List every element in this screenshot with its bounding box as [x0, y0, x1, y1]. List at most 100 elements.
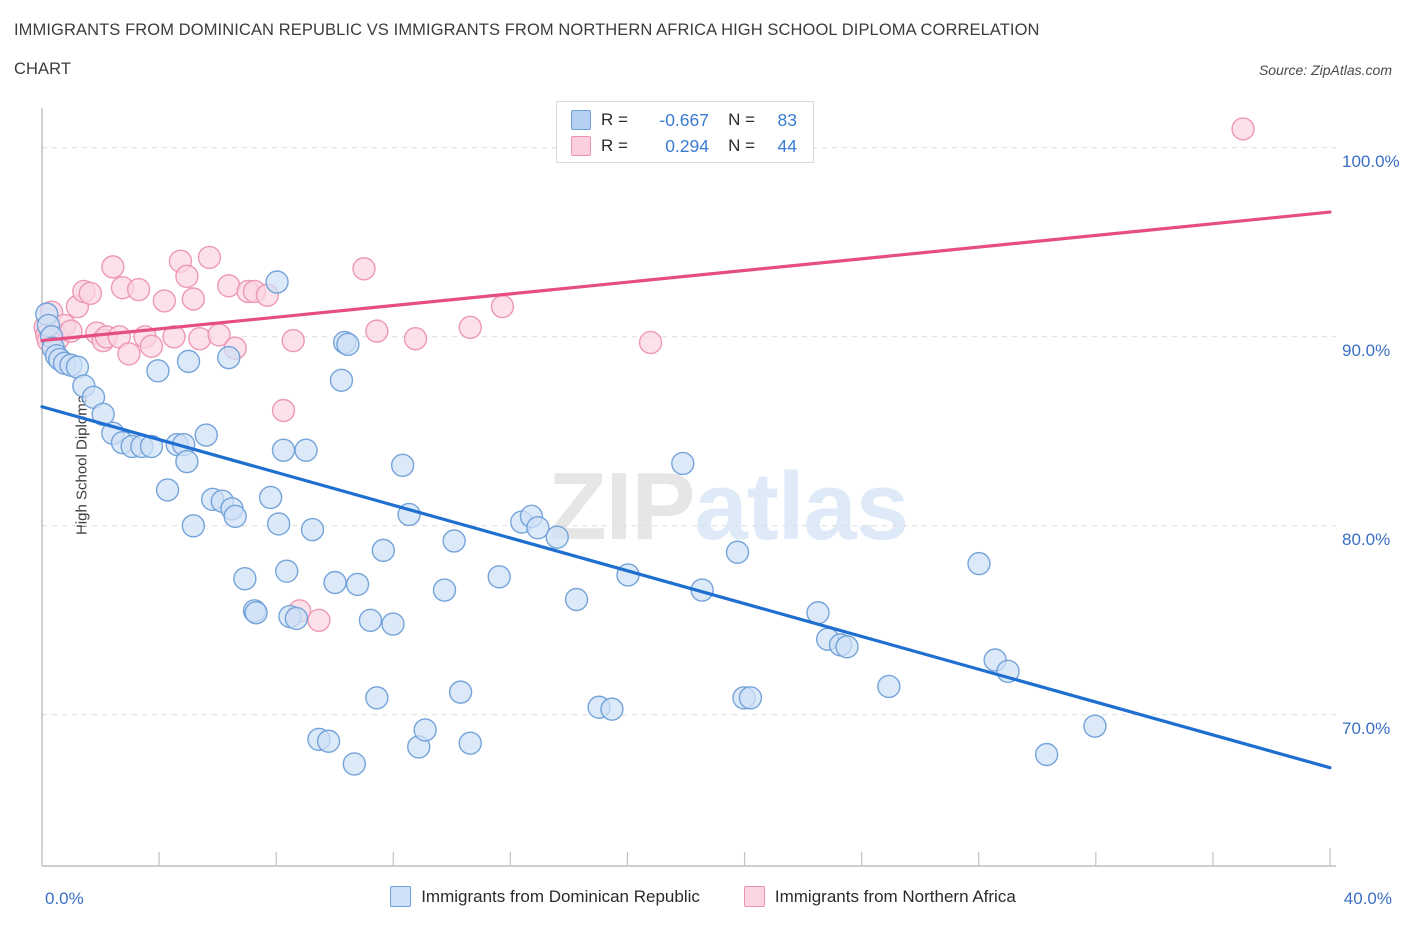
data-point[interactable] — [526, 515, 550, 540]
data-point[interactable] — [271, 438, 296, 462]
data-point[interactable] — [600, 697, 624, 721]
data-point[interactable] — [146, 359, 170, 383]
stats-r-value-2: 0.294 — [665, 135, 709, 156]
data-point[interactable] — [316, 729, 341, 753]
data-point[interactable] — [390, 453, 415, 478]
data-point[interactable] — [381, 612, 405, 636]
stats-n-value-2: 44 — [777, 135, 797, 156]
data-point[interactable] — [271, 398, 296, 423]
data-point[interactable] — [1231, 117, 1255, 141]
data-point[interactable] — [371, 538, 396, 563]
correlation-stats-box: R = -0.667 N = 83 R = 0.294 N = 44 — [556, 101, 814, 163]
stats-row-northern-africa: R = 0.294 N = 44 — [571, 133, 797, 159]
data-point[interactable] — [181, 514, 206, 538]
data-point[interactable] — [545, 525, 569, 549]
data-point[interactable] — [835, 635, 859, 659]
source-attribution: Source: ZipAtlas.com — [1258, 62, 1392, 78]
data-point[interactable] — [176, 349, 201, 374]
data-point[interactable] — [345, 572, 370, 597]
stats-r-value-1: -0.667 — [659, 109, 709, 130]
data-point[interactable] — [365, 319, 389, 343]
data-point[interactable] — [217, 345, 241, 370]
data-point[interactable] — [275, 559, 299, 583]
stats-row-dominican-republic: R = -0.667 N = 83 — [571, 107, 797, 133]
data-point[interactable] — [1034, 742, 1059, 767]
data-point[interactable] — [403, 326, 428, 351]
stats-r-label-1: R = — [601, 110, 628, 129]
data-point[interactable] — [323, 570, 347, 595]
data-point[interactable] — [175, 264, 199, 289]
data-point[interactable] — [725, 540, 750, 564]
data-point[interactable] — [294, 438, 318, 462]
stats-n-label-2: N = — [728, 136, 755, 155]
trendline-1 — [40, 210, 1332, 343]
data-point[interactable] — [223, 504, 247, 529]
data-point[interactable] — [307, 608, 331, 632]
data-point[interactable] — [442, 529, 466, 553]
data-point[interactable] — [342, 752, 367, 776]
data-point[interactable] — [217, 274, 241, 298]
stats-r-label-2: R = — [601, 136, 628, 155]
x-tick-label-min: 0.0% — [45, 889, 84, 908]
data-point[interactable] — [155, 478, 180, 502]
series-1 — [33, 117, 1255, 632]
data-point[interactable] — [139, 334, 164, 358]
data-point[interactable] — [233, 567, 257, 591]
stats-swatch-dominican-republic — [571, 110, 591, 130]
data-point[interactable] — [967, 551, 991, 576]
data-point[interactable] — [265, 270, 289, 294]
data-point[interactable] — [197, 245, 222, 270]
data-point[interactable] — [336, 332, 360, 357]
legend-label-northern-africa: Immigrants from Northern Africa — [774, 886, 1016, 906]
x-tick-label-max: 40.0% — [1343, 889, 1392, 908]
data-point[interactable] — [564, 587, 589, 612]
data-point[interactable] — [258, 485, 283, 510]
series-legend: Immigrants from Dominican Republic Immig… — [0, 886, 1406, 907]
page-title-line-1: IMMIGRANTS FROM DOMINICAN REPUBLIC VS IM… — [14, 21, 1040, 39]
data-point[interactable] — [352, 257, 376, 281]
page-title-line-2: CHART — [14, 60, 72, 78]
data-point[interactable] — [101, 255, 125, 279]
data-point[interactable] — [117, 342, 141, 366]
data-point[interactable] — [78, 281, 103, 306]
data-point[interactable] — [413, 718, 437, 742]
stats-n-label-1: N = — [728, 110, 755, 129]
data-point[interactable] — [432, 578, 457, 602]
legend-label-dominican-republic: Immigrants from Dominican Republic — [421, 886, 700, 906]
data-point[interactable] — [284, 606, 309, 631]
data-point[interactable] — [738, 686, 763, 710]
data-point[interactable] — [329, 368, 354, 392]
data-point[interactable] — [638, 330, 663, 355]
data-point[interactable] — [266, 512, 291, 536]
data-point[interactable] — [152, 289, 177, 313]
data-point[interactable] — [490, 294, 515, 319]
data-point[interactable] — [458, 731, 482, 755]
data-point[interactable] — [175, 449, 199, 474]
legend-swatch-dominican-republic — [390, 886, 412, 907]
data-point[interactable] — [181, 287, 206, 311]
data-point[interactable] — [244, 601, 268, 625]
data-point[interactable] — [671, 451, 695, 476]
trendline-0 — [40, 405, 1332, 770]
data-point[interactable] — [358, 608, 383, 632]
data-point[interactable] — [188, 326, 212, 351]
data-point[interactable] — [1083, 714, 1107, 738]
data-point[interactable] — [139, 434, 164, 459]
legend-swatch-northern-africa — [743, 886, 765, 907]
legend-item-dominican-republic[interactable]: Immigrants from Dominican Republic — [390, 886, 700, 907]
data-point[interactable] — [300, 517, 325, 542]
stats-n-value-1: 83 — [777, 109, 797, 130]
data-point[interactable] — [281, 328, 305, 353]
y-tick-label-1: 90.0% — [1342, 340, 1391, 360]
data-point[interactable] — [365, 686, 389, 710]
legend-item-northern-africa[interactable]: Immigrants from Northern Africa — [743, 886, 1016, 907]
stats-swatch-northern-africa — [571, 136, 591, 156]
data-point[interactable] — [877, 674, 901, 699]
data-point[interactable] — [126, 277, 151, 302]
data-point[interactable] — [487, 565, 511, 589]
data-point[interactable] — [194, 423, 218, 447]
data-point[interactable] — [448, 680, 473, 704]
data-point[interactable] — [458, 315, 482, 340]
